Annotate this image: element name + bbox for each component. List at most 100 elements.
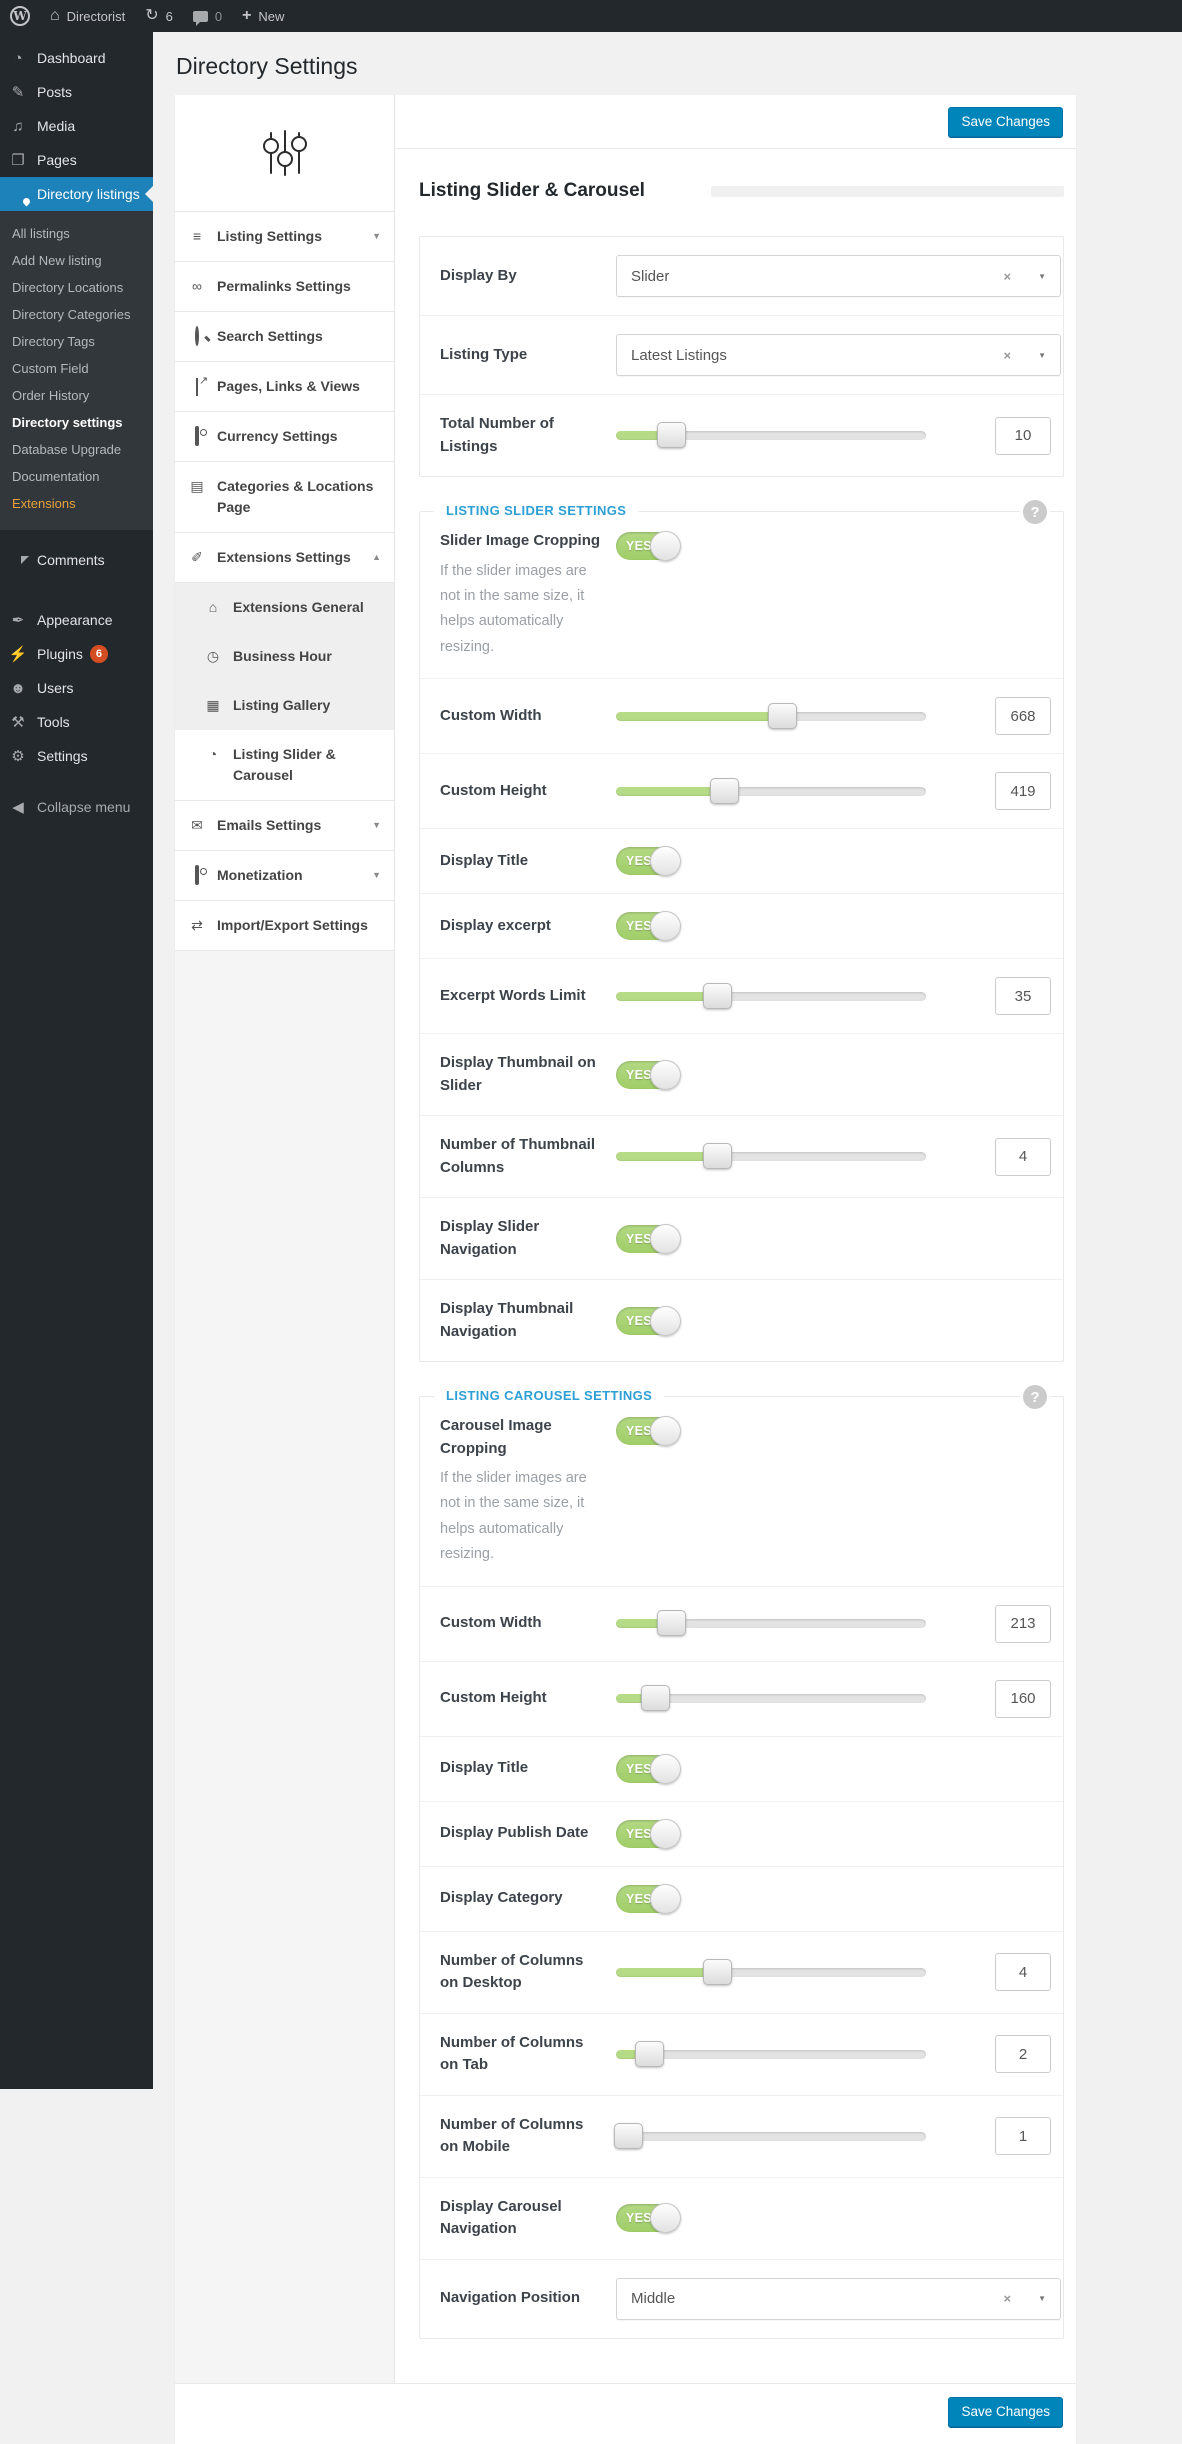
help-icon[interactable]: ?	[1020, 497, 1050, 527]
custom-height-value-input[interactable]: 160	[995, 1679, 1051, 1718]
toggle-knob[interactable]	[650, 1818, 681, 1849]
excerpt-words-limit-value-input[interactable]: 35	[995, 977, 1051, 1015]
slider-knob[interactable]	[703, 1143, 733, 1169]
display-thumbnail-on-slider-toggle[interactable]: YES	[616, 1059, 681, 1090]
display-excerpt-toggle[interactable]: YES	[616, 911, 681, 941]
sidebar-subitem-custom-field[interactable]: Custom Field	[12, 361, 89, 376]
slider-knob[interactable]	[614, 2122, 643, 2149]
custom-width-value-input[interactable]: 213	[995, 1604, 1051, 1643]
slider-knob[interactable]	[703, 1958, 733, 1985]
sidebar-subitem-all-listings[interactable]: All listings	[12, 226, 70, 241]
toggle-knob[interactable]	[650, 1416, 681, 1446]
slider-knob[interactable]	[703, 982, 733, 1009]
toggle-knob[interactable]	[650, 2203, 681, 2233]
custom-width-slider[interactable]	[616, 702, 926, 729]
custom-width-value-input[interactable]: 668	[995, 697, 1051, 735]
number-of-columns-on-tab-slider[interactable]	[616, 2040, 926, 2067]
number-of-columns-on-desktop-value-input[interactable]: 4	[995, 1953, 1051, 1991]
toggle-knob[interactable]	[650, 1223, 681, 1254]
toggle-knob[interactable]	[650, 1753, 681, 1784]
sidebar-item-directory-listings[interactable]: Directory listings	[0, 177, 153, 211]
display-title-toggle[interactable]: YES	[616, 846, 681, 876]
sidebar-item-pages[interactable]: ❐ Pages	[0, 143, 153, 177]
toggle-knob[interactable]	[650, 1883, 681, 1914]
clear-selection-icon[interactable]: ×	[1003, 2291, 1012, 2306]
sidebar-subitem-documentation[interactable]: Documentation	[12, 469, 100, 484]
sidebar-subitem-directory-locations[interactable]: Directory Locations	[12, 280, 124, 295]
number-of-columns-on-mobile-slider[interactable]	[614, 2122, 926, 2149]
settings-nav-item-listing-settings[interactable]: ≡ Listing Settings ▼	[175, 212, 394, 262]
toggle-knob[interactable]	[650, 531, 681, 561]
slider-knob[interactable]	[635, 2040, 665, 2067]
display-title-toggle[interactable]: YES	[616, 1753, 681, 1784]
sidebar-item-settings[interactable]: ⚙ Settings	[0, 739, 153, 773]
clear-selection-icon[interactable]: ×	[1003, 268, 1012, 284]
sidebar-item-tools[interactable]: ⚒ Tools	[0, 705, 153, 739]
clear-selection-icon[interactable]: ×	[1003, 347, 1012, 363]
carousel-image-cropping-toggle[interactable]: YES	[616, 1416, 681, 1446]
total-number-of-listings-slider[interactable]	[616, 422, 926, 448]
help-icon[interactable]: ?	[1020, 1382, 1050, 1412]
settings-nav-item-categories-locations-page[interactable]: ▤ Categories & Locations Page	[175, 462, 394, 533]
custom-width-slider[interactable]	[616, 1610, 926, 1636]
toggle-knob[interactable]	[650, 1059, 681, 1090]
slider-image-cropping-toggle[interactable]: YES	[616, 531, 681, 561]
number-of-columns-on-mobile-value-input[interactable]: 1	[995, 2117, 1051, 2155]
slider-knob[interactable]	[768, 702, 798, 729]
sidebar-item-appearance[interactable]: ✒ Appearance	[0, 603, 153, 637]
settings-nav-item-listing-gallery[interactable]: ▦ Listing Gallery	[175, 681, 394, 730]
settings-nav-item-search-settings[interactable]: Search Settings	[175, 312, 394, 362]
settings-nav-item-extensions-settings[interactable]: ✐ Extensions Settings ▲	[175, 533, 394, 583]
settings-nav-item-extensions-general[interactable]: ⌂ Extensions General	[175, 583, 394, 632]
number-of-thumbnail-columns-value-input[interactable]: 4	[995, 1137, 1051, 1176]
slider-knob[interactable]	[656, 1610, 686, 1636]
sidebar-subitem-directory-categories[interactable]: Directory Categories	[12, 307, 131, 322]
slider-knob[interactable]	[641, 1685, 671, 1711]
total-number-of-listings-value-input[interactable]: 10	[995, 416, 1051, 455]
settings-nav-item-pages-links-views[interactable]: Pages, Links & Views	[175, 362, 394, 412]
display-publish-date-toggle[interactable]: YES	[616, 1818, 681, 1849]
settings-nav-item-emails-settings[interactable]: ✉ Emails Settings ▼	[175, 801, 394, 851]
save-changes-button-bottom[interactable]: Save Changes	[948, 2396, 1063, 2427]
sidebar-item-comments[interactable]: Comments	[0, 543, 153, 577]
sidebar-item-users[interactable]: ☻ Users	[0, 671, 153, 705]
display-thumbnail-navigation-toggle[interactable]: YES	[616, 1305, 681, 1336]
wp-logo-menu[interactable]: W	[0, 0, 40, 32]
sidebar-subitem-directory-settings[interactable]: Directory settings	[12, 415, 123, 430]
toggle-knob[interactable]	[650, 911, 681, 941]
sidebar-item-media[interactable]: ♫ Media	[0, 109, 153, 143]
custom-height-slider[interactable]	[616, 1685, 926, 1711]
number-of-thumbnail-columns-slider[interactable]	[616, 1143, 926, 1169]
sidebar-item-dashboard[interactable]: ◔ Dashboard	[0, 41, 153, 75]
sidebar-item-collapse[interactable]: ◀ Collapse menu	[0, 790, 153, 824]
sidebar-item-posts[interactable]: ✎ Posts	[0, 75, 153, 109]
settings-nav-item-permalinks-settings[interactable]: ∞ Permalinks Settings	[175, 262, 394, 312]
comments-menu[interactable]: 0	[183, 0, 232, 32]
new-menu[interactable]: + New	[232, 0, 294, 32]
settings-nav-item-business-hour[interactable]: ◷ Business Hour	[175, 632, 394, 681]
sidebar-subitem-order-history[interactable]: Order History	[12, 388, 90, 403]
toggle-knob[interactable]	[650, 846, 681, 876]
sidebar-item-plugins[interactable]: ⚡ Plugins 6	[0, 637, 153, 671]
slider-knob[interactable]	[656, 422, 686, 448]
sidebar-subitem-database-upgrade[interactable]: Database Upgrade	[12, 442, 122, 457]
sidebar-subitem-add-new-listing[interactable]: Add New listing	[12, 253, 102, 268]
sidebar-subitem-extensions[interactable]: Extensions	[12, 496, 76, 511]
save-changes-button-top[interactable]: Save Changes	[948, 106, 1063, 137]
listing-type-select[interactable]: Latest Listings × ▼	[616, 334, 1061, 376]
slider-knob[interactable]	[709, 777, 739, 804]
display-slider-navigation-toggle[interactable]: YES	[616, 1223, 681, 1254]
number-of-columns-on-desktop-slider[interactable]	[616, 1958, 926, 1985]
display-by-select[interactable]: Slider × ▼	[616, 255, 1061, 297]
display-carousel-navigation-toggle[interactable]: YES	[616, 2203, 681, 2233]
custom-height-slider[interactable]	[616, 777, 926, 804]
navigation-position-select[interactable]: Middle × ▼	[616, 2277, 1061, 2320]
settings-nav-item-listing-slider-carousel[interactable]: ◔ Listing Slider & Carousel	[175, 730, 394, 801]
excerpt-words-limit-slider[interactable]	[616, 982, 926, 1009]
updates-menu[interactable]: ↻ 6	[135, 0, 183, 32]
sidebar-subitem-directory-tags[interactable]: Directory Tags	[12, 334, 95, 349]
settings-nav-item-import-export-settings[interactable]: ⇄ Import/Export Settings	[175, 901, 394, 951]
display-category-toggle[interactable]: YES	[616, 1883, 681, 1914]
settings-nav-item-currency-settings[interactable]: Currency Settings	[175, 412, 394, 462]
toggle-knob[interactable]	[650, 1305, 681, 1336]
